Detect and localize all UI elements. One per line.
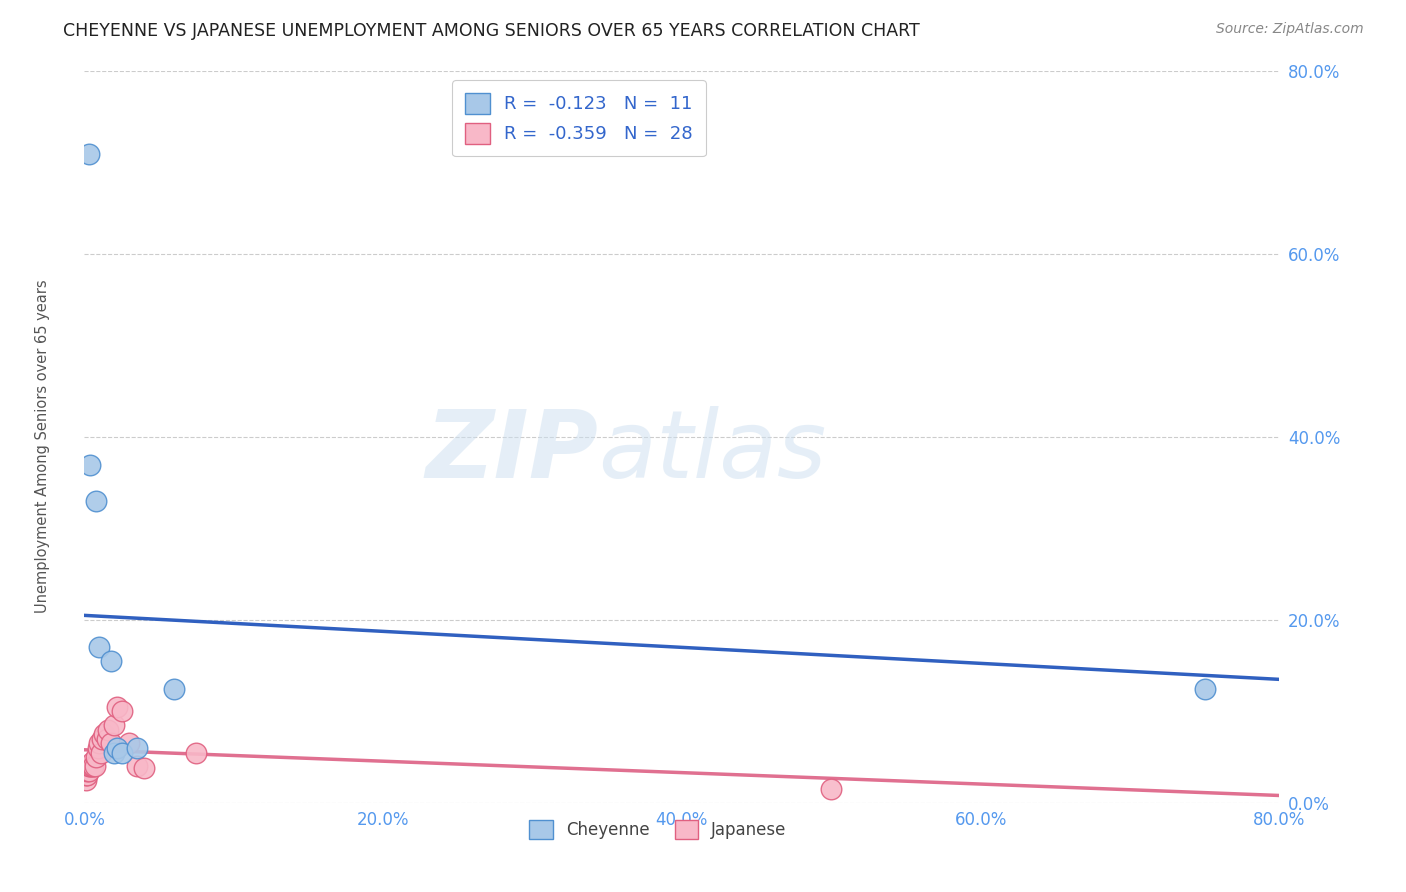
- Point: [80, 755, 103, 769]
- Legend: Cheyenne, Japanese: Cheyenne, Japanese: [523, 814, 793, 846]
- Point: [132, 761, 156, 775]
- Point: [103, 718, 125, 732]
- Text: CHEYENNE VS JAPANESE UNEMPLOYMENT AMONG SENIORS OVER 65 YEARS CORRELATION CHART: CHEYENNE VS JAPANESE UNEMPLOYMENT AMONG …: [63, 22, 920, 40]
- Point: [111, 705, 134, 719]
- Point: [76, 764, 98, 778]
- Point: [87, 740, 110, 755]
- Point: [83, 759, 105, 773]
- Text: atlas: atlas: [599, 406, 827, 497]
- Point: [90, 746, 112, 760]
- Point: [97, 723, 120, 737]
- Point: [105, 699, 128, 714]
- Point: [186, 746, 208, 760]
- Point: [125, 740, 148, 755]
- Text: Source: ZipAtlas.com: Source: ZipAtlas.com: [1216, 22, 1364, 37]
- Point: [93, 727, 115, 741]
- Point: [86, 494, 108, 508]
- Point: [100, 654, 122, 668]
- Point: [77, 764, 100, 778]
- Point: [76, 768, 98, 782]
- Point: [96, 731, 118, 746]
- Point: [77, 759, 100, 773]
- Point: [111, 746, 134, 760]
- Point: [86, 750, 108, 764]
- Point: [163, 681, 186, 696]
- Point: [91, 731, 114, 746]
- Point: [82, 759, 104, 773]
- Point: [75, 768, 97, 782]
- Point: [820, 782, 842, 797]
- Point: [103, 746, 125, 760]
- Point: [100, 736, 122, 750]
- Point: [89, 640, 111, 655]
- Point: [1194, 681, 1216, 696]
- Point: [89, 736, 111, 750]
- Text: Unemployment Among Seniors over 65 years: Unemployment Among Seniors over 65 years: [35, 279, 49, 613]
- Point: [125, 759, 148, 773]
- Point: [79, 458, 101, 472]
- Point: [105, 740, 128, 755]
- Point: [77, 146, 100, 161]
- Point: [80, 759, 103, 773]
- Point: [118, 736, 141, 750]
- Point: [75, 772, 97, 787]
- Point: [79, 759, 101, 773]
- Text: ZIP: ZIP: [426, 406, 599, 498]
